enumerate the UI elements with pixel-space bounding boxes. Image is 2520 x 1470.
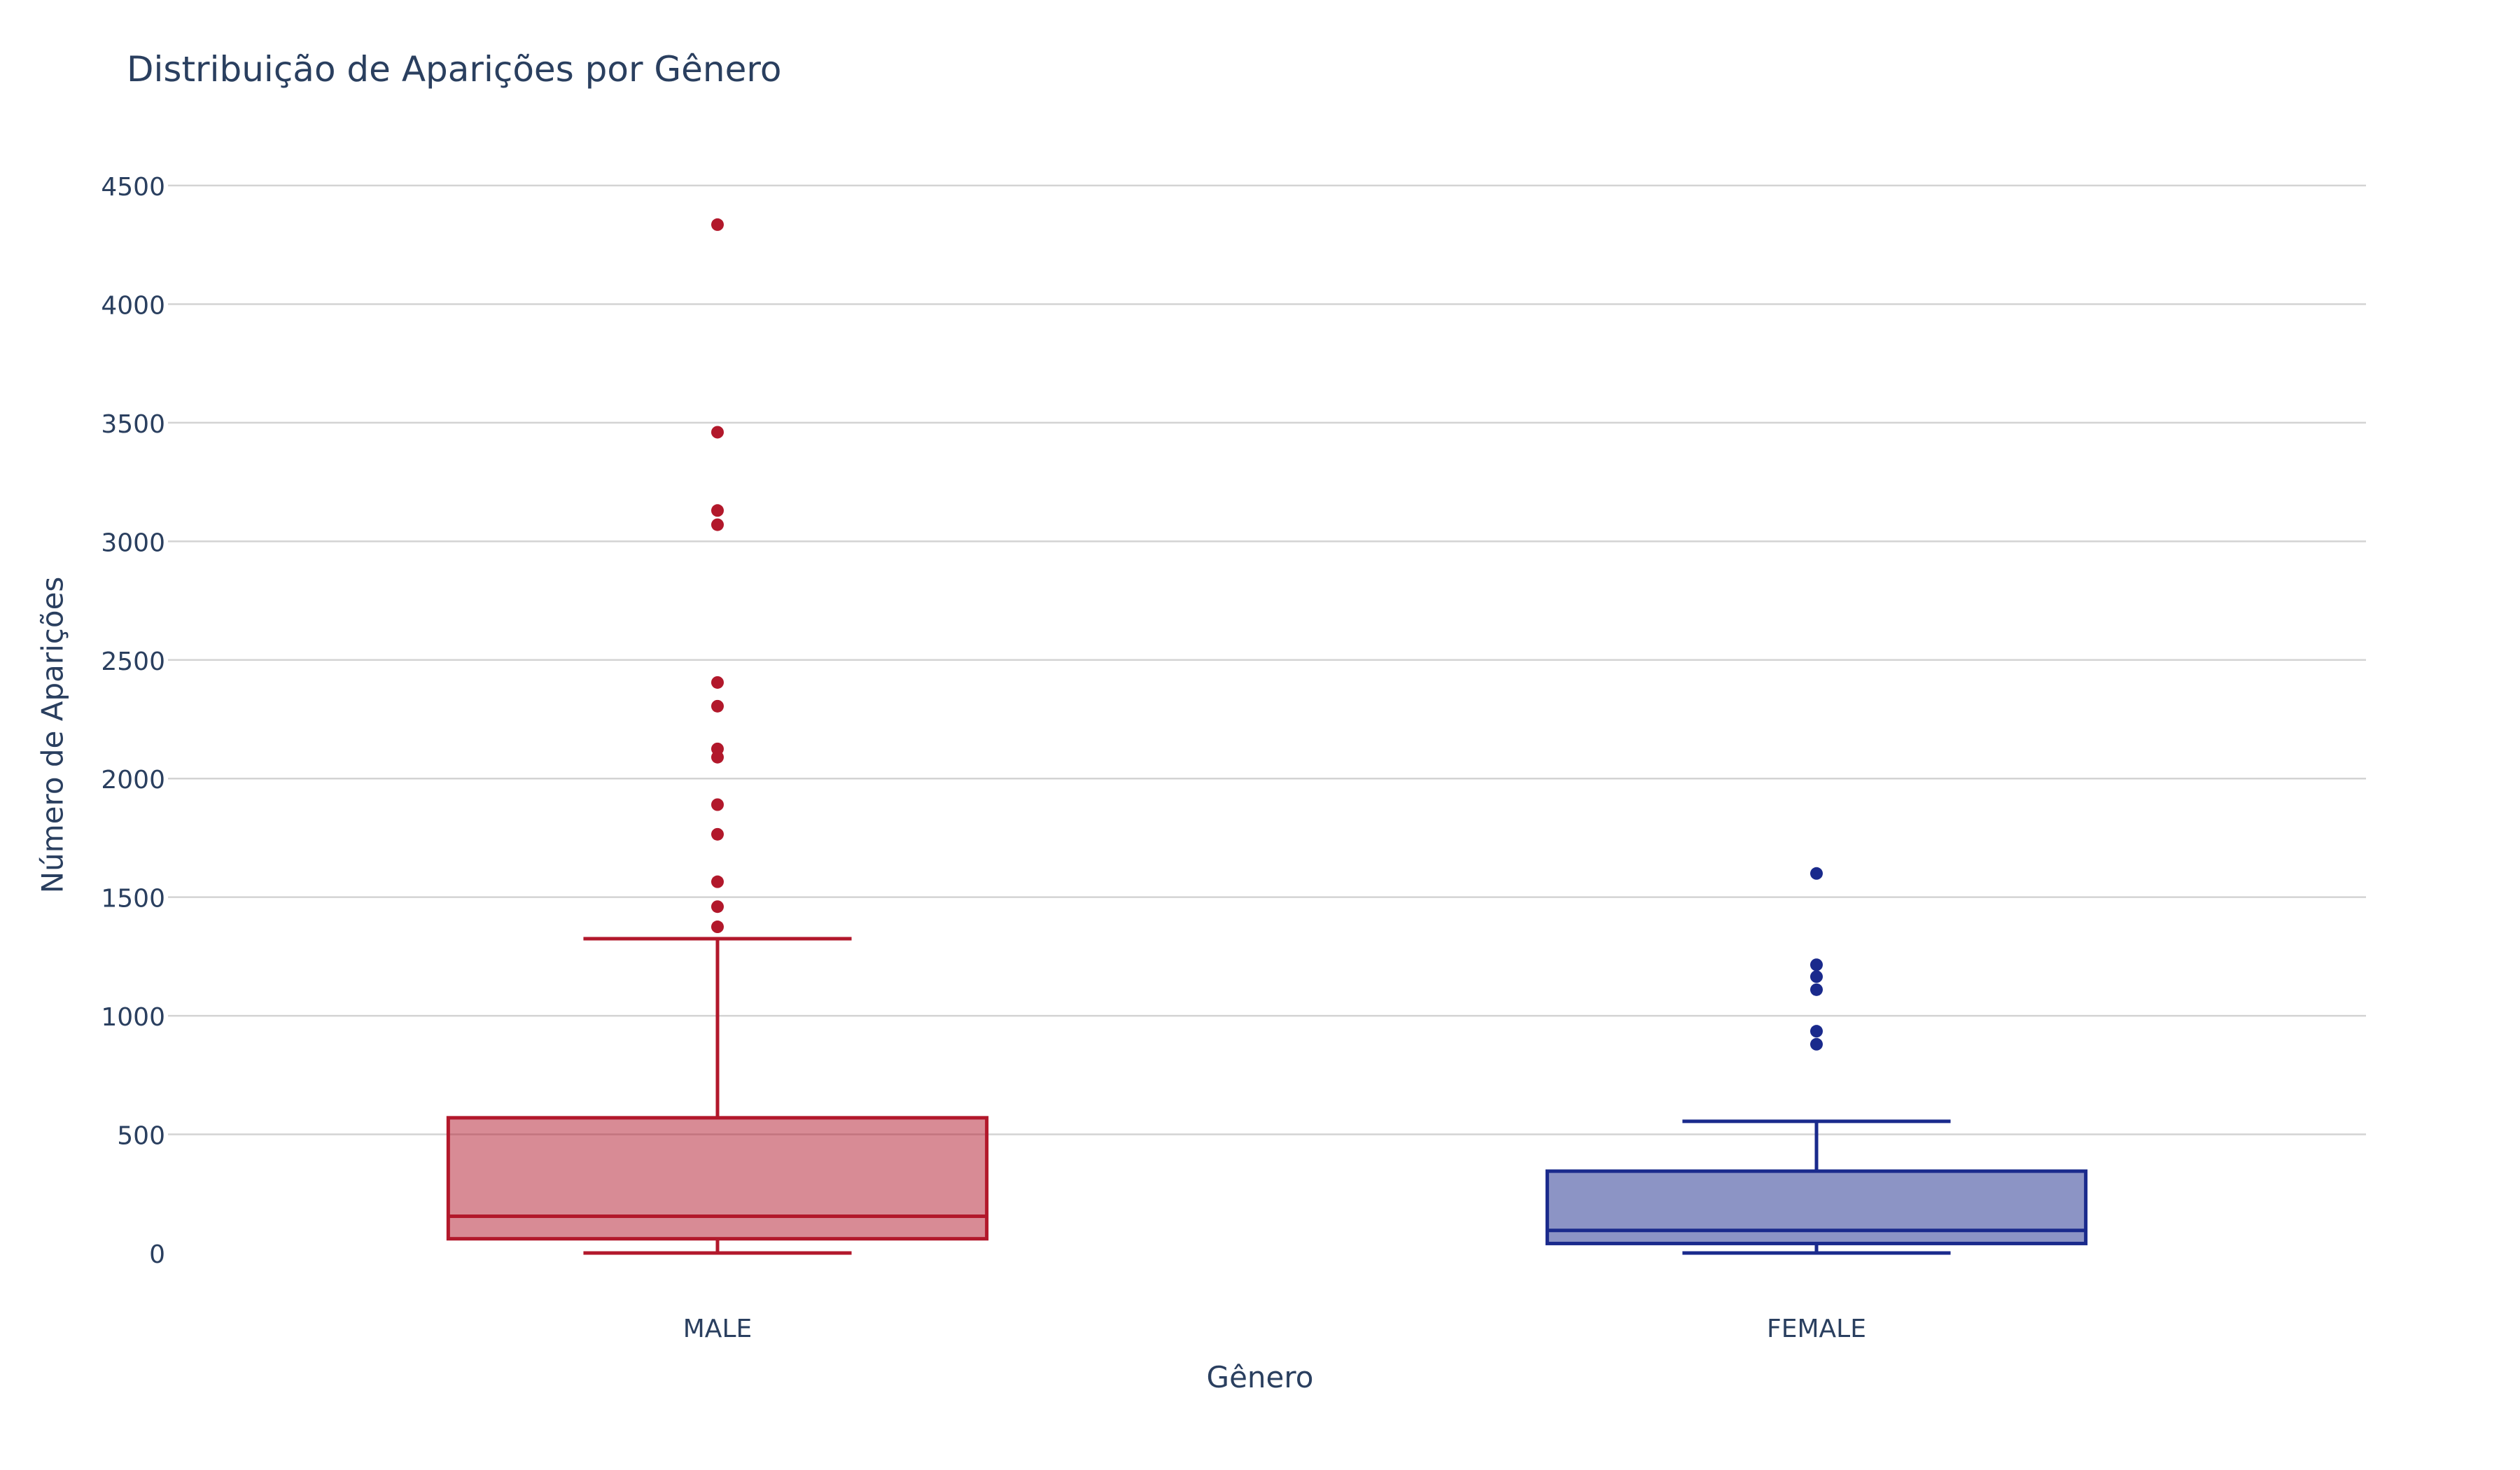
outlier-point bbox=[711, 798, 724, 811]
outlier-point bbox=[711, 900, 724, 913]
outlier-point bbox=[1810, 1025, 1823, 1038]
chart-title: Distribuição de Aparições por Gênero bbox=[127, 49, 782, 90]
y-axis-ticks: 0 500 1000 1500 2000 2500 3000 3500 4000 4500 bbox=[101, 173, 165, 1269]
y-tick-label: 2500 bbox=[101, 648, 165, 676]
outlier-point bbox=[711, 742, 724, 755]
outlier-point bbox=[711, 827, 724, 841]
outlier-point bbox=[1810, 1037, 1823, 1051]
outlier-point bbox=[711, 920, 724, 934]
y-tick-label: 500 bbox=[117, 1122, 165, 1151]
outlier-point bbox=[711, 426, 724, 439]
y-axis-title: Número de Aparições bbox=[35, 576, 70, 894]
outlier-point bbox=[711, 676, 724, 689]
outlier-point bbox=[1810, 970, 1823, 983]
y-tick-label: 4500 bbox=[101, 173, 165, 202]
boxes bbox=[446, 218, 2088, 1255]
grid-lines bbox=[168, 184, 2366, 1135]
outlier-point bbox=[1810, 983, 1823, 996]
y-tick-label: 2000 bbox=[101, 766, 165, 794]
box-iqr bbox=[1545, 1169, 2088, 1245]
outlier-point bbox=[711, 504, 724, 517]
outlier-point bbox=[711, 518, 724, 531]
y-tick-label: 0 bbox=[149, 1240, 165, 1269]
outlier-point bbox=[1810, 867, 1823, 880]
y-tick-label: 1000 bbox=[101, 1003, 165, 1032]
outlier-point bbox=[711, 875, 724, 888]
x-tick-label: FEMALE bbox=[1767, 1315, 1866, 1343]
box-group-male bbox=[446, 218, 989, 1255]
x-axis-ticks: MALE FEMALE bbox=[683, 1315, 1866, 1343]
box-group-female bbox=[1545, 867, 2088, 1255]
outlier-point bbox=[1810, 958, 1823, 972]
y-tick-label: 3500 bbox=[101, 410, 165, 439]
y-tick-label: 3000 bbox=[101, 528, 165, 557]
outlier-point bbox=[711, 699, 724, 713]
x-tick-label: MALE bbox=[683, 1315, 752, 1343]
y-tick-label: 1500 bbox=[101, 885, 165, 913]
y-tick-label: 4000 bbox=[101, 291, 165, 320]
x-axis-title: Gênero bbox=[1206, 1360, 1314, 1394]
outlier-point bbox=[711, 218, 724, 231]
box-iqr bbox=[446, 1116, 989, 1241]
